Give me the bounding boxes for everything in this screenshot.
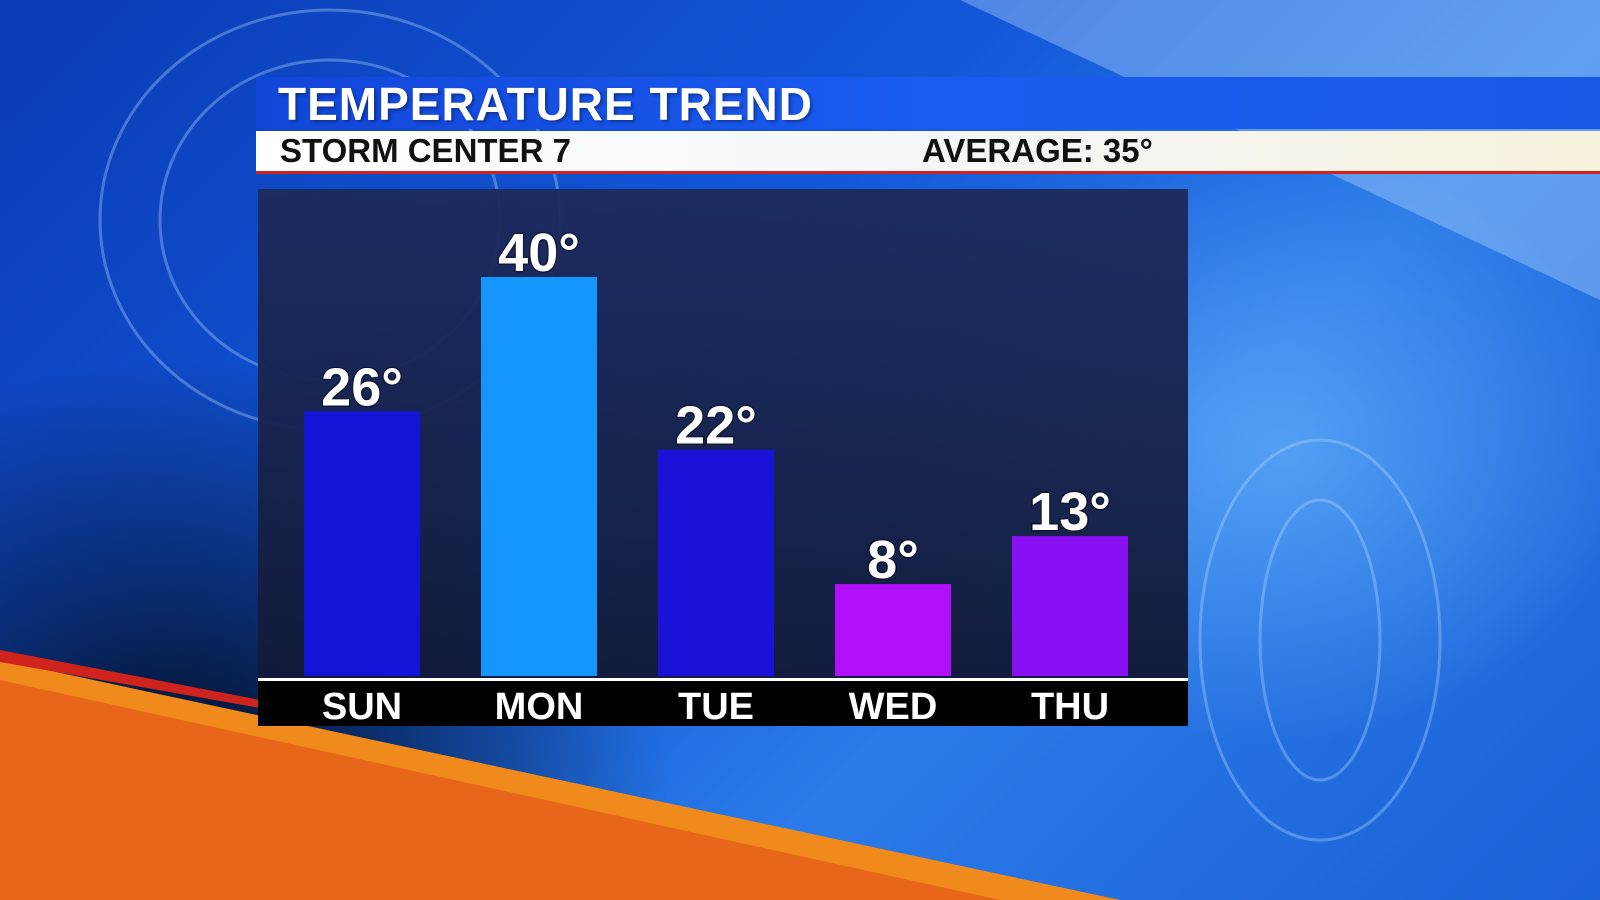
x-tick-label-tue: TUE bbox=[678, 686, 754, 726]
title-bar bbox=[256, 77, 1600, 129]
subtitle-bar bbox=[256, 131, 1600, 174]
bar-thu bbox=[1012, 536, 1128, 676]
orange-swoosh-highlight bbox=[0, 680, 1000, 900]
bar-wed bbox=[835, 584, 951, 676]
data-label-sun: 26° bbox=[321, 357, 403, 417]
data-label-mon: 40° bbox=[498, 223, 580, 283]
x-tick-label-sun: SUN bbox=[322, 686, 402, 726]
x-tick-label-thu: THU bbox=[1031, 686, 1109, 726]
average-temperature: AVERAGE: 35° bbox=[922, 132, 1153, 169]
red-stripe bbox=[0, 650, 260, 708]
bar-sun bbox=[304, 411, 420, 676]
data-label-wed: 8° bbox=[867, 530, 919, 590]
x-tick-label-mon: MON bbox=[495, 686, 584, 726]
bar-tue bbox=[658, 449, 774, 676]
data-label-tue: 22° bbox=[675, 396, 757, 456]
station-name: STORM CENTER 7 bbox=[280, 132, 571, 169]
x-tick-label-wed: WED bbox=[849, 686, 938, 726]
temperature-bar-chart: 26° SUN 40° MON 22° TUE 8° WED 13° THU bbox=[258, 222, 1188, 726]
data-label-thu: 13° bbox=[1029, 482, 1111, 542]
x-axis-line bbox=[258, 678, 1188, 681]
x-axis-strip bbox=[258, 680, 1188, 726]
chart-title: TEMPERATURE TREND bbox=[278, 78, 813, 130]
bar-mon bbox=[481, 277, 597, 676]
